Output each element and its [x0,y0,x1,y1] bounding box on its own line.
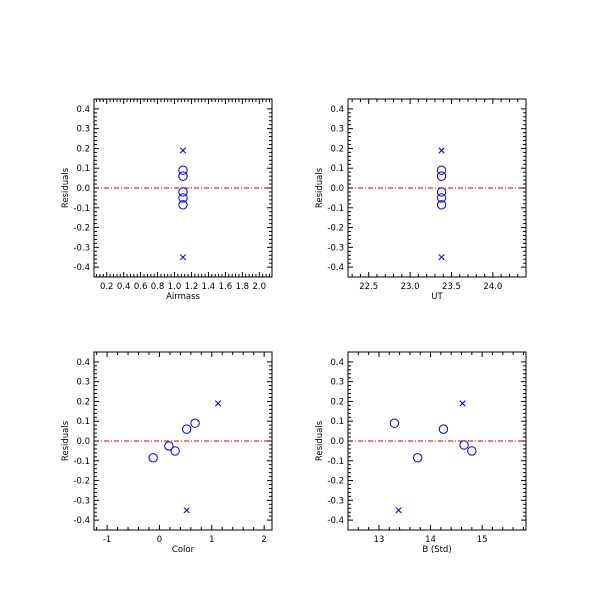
circle-point [389,418,400,428]
y-tick-label: -0.1 [73,457,90,467]
circle-point [178,193,188,203]
y-tick-label: 0.2 [76,397,90,407]
circle-point [181,424,192,434]
x-tick-label: 23.5 [442,282,461,292]
x-tick-label: 1 [209,535,214,545]
y-tick-label: 0.0 [76,184,90,194]
y-tick-label: -0.3 [327,243,344,253]
y-tick-label: -0.3 [73,496,90,506]
y-axis-label: Residuals [315,420,325,461]
x-axis-label: B (Std) [422,545,451,555]
x-tick-label: 1.2 [185,282,199,292]
x-axis-label: Color [172,545,195,555]
y-tick-label: 0.3 [330,378,344,388]
y-axis-label: Residuals [315,167,325,208]
y-tick-label: 0.4 [330,358,344,368]
x-tick-label: 24.0 [483,282,502,292]
cross-point [214,400,222,407]
x-tick-label: 0.6 [134,282,148,292]
cross-point [438,254,445,261]
y-tick-label: -0.3 [73,243,90,253]
circle-point [459,440,469,450]
y-tick-label: 0.1 [76,417,90,427]
y-tick-label: 0.0 [330,437,344,447]
y-tick-label: -0.2 [327,224,344,234]
x-tick-label: 2.0 [253,282,267,292]
y-tick-label: 0.3 [76,378,90,388]
y-tick-label: 0.4 [76,358,90,368]
y-tick-label: 0.4 [76,105,90,115]
circle-point [178,165,188,175]
circle-point [412,453,423,463]
x-tick-label: 22.5 [359,282,378,292]
x-tick-label: 1.0 [168,282,182,292]
cross-point [179,254,187,261]
y-tick-label: -0.2 [73,477,90,487]
y-tick-label: 0.0 [76,437,90,447]
panel-ut: 0.4 0.3 0.2 0.1 0.0 -0.1 -0.2 -0.3 -0.4 22.5 23.0 2… [315,98,527,302]
circle-point [178,200,188,210]
circle-point [436,200,447,210]
x-tick-label: 13 [374,535,385,545]
x-tick-label: 1.8 [236,282,250,292]
x-axis-label: UT [431,292,443,302]
cross-point [395,507,402,514]
cross-point [183,507,190,514]
circle-point [178,171,188,181]
y-tick-label: -0.4 [73,263,90,273]
circle-point [436,165,447,175]
x-axis-label: Airmass [166,292,200,302]
y-tick-label: 0.2 [330,144,344,154]
panel-color: 0.4 0.3 0.2 0.1 0.0 -0.1 -0.2 -0.3 -0.4 -1 0 1 2 Colo… [61,351,273,555]
y-tick-label: -0.4 [73,516,90,526]
circle-point [190,418,200,428]
x-tick-label: 0 [157,535,162,545]
y-tick-label: 0.4 [330,105,344,115]
circle-point [438,424,449,434]
circle-point [170,446,180,456]
y-tick-label: 0.1 [330,164,344,174]
y-axis-label: Residuals [61,420,71,461]
circle-point [436,187,447,197]
y-tick-label: -0.2 [327,477,344,487]
circle-point [164,441,174,451]
cross-point [459,400,466,407]
x-tick-label: 2 [261,535,266,545]
x-tick-label: 15 [477,535,488,545]
circle-point [178,187,188,197]
y-tick-label: 0.2 [330,397,344,407]
circle-point [467,446,477,456]
y-tick-label: 0.1 [330,417,344,427]
x-tick-label: 0.8 [151,282,165,292]
y-tick-label: 0.2 [76,144,90,154]
panel-b-std: 0.4 0.3 0.2 0.1 0.0 -0.1 -0.2 -0.3 -0.4 13 14 15 B (… [315,351,527,555]
x-tick-label: 1.6 [219,282,233,292]
x-tick-label: 23.0 [401,282,420,292]
y-tick-label: 0.3 [330,125,344,135]
x-tick-label: 1.4 [202,282,216,292]
cross-point [438,147,445,154]
panel-airmass: 0.40.30.20.10.0-0.1-0.2-0.3-0.40.2 0.4 0.6… [61,98,273,302]
x-tick-label: 0.2 [100,282,114,292]
y-tick-label: -0.2 [73,224,90,234]
y-tick-label: -0.1 [73,204,90,214]
x-tick-label: 0.4 [117,282,131,292]
x-tick-label: -1 [103,535,111,545]
circle-point [436,193,447,203]
x-tick-label: 14 [425,535,436,545]
y-tick-label: -0.1 [327,457,344,467]
circle-point [148,453,158,463]
y-tick-label: 0.0 [330,184,344,194]
y-axis-label: Residuals [61,167,71,208]
y-tick-label: -0.3 [327,496,344,506]
cross-point [179,147,187,154]
y-tick-label: -0.1 [327,204,344,214]
y-tick-label: -0.4 [327,263,344,273]
circle-point [436,171,447,181]
y-tick-label: -0.4 [327,516,344,526]
y-tick-label: 0.1 [76,164,90,174]
y-tick-label: 0.3 [76,125,90,135]
